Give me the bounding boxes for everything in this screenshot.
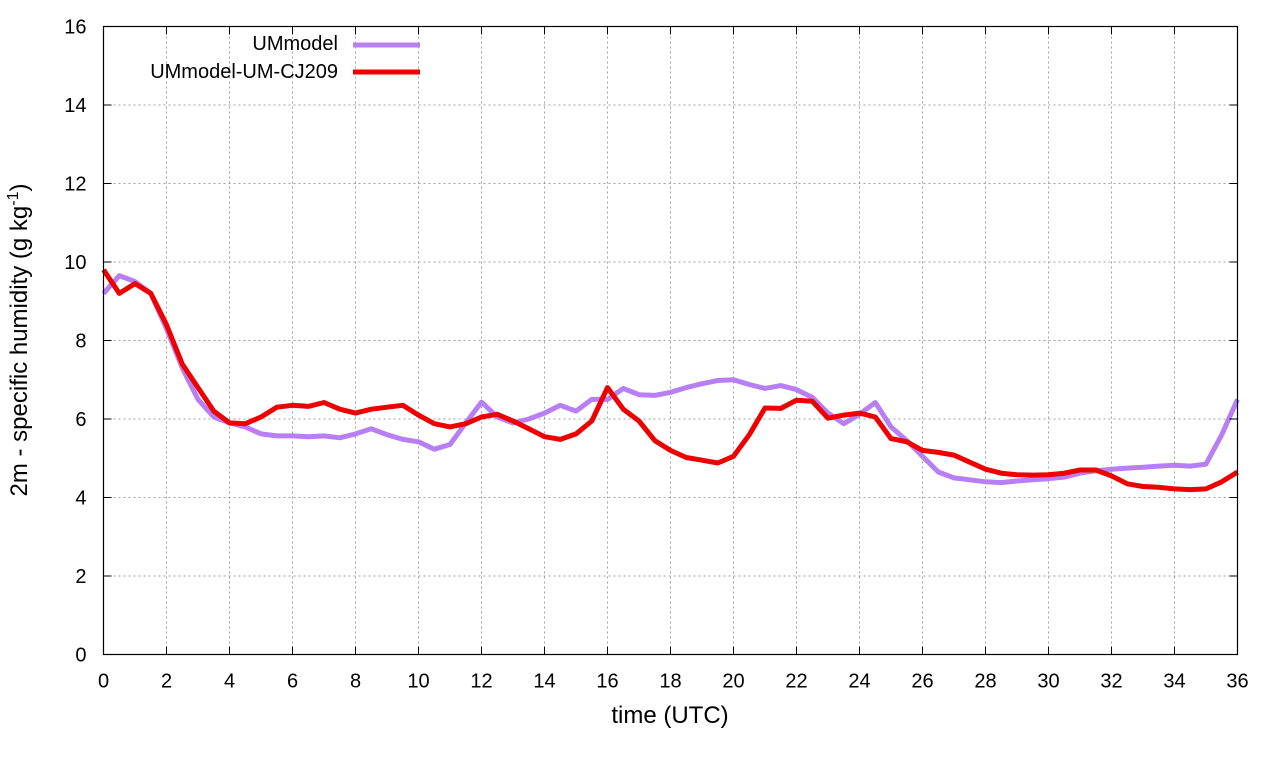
x-tick-label: 12 bbox=[470, 671, 492, 693]
y-tick-label: 8 bbox=[75, 331, 86, 353]
x-tick-label: 10 bbox=[407, 671, 429, 693]
x-tick-label: 28 bbox=[974, 671, 996, 693]
x-tick-label: 0 bbox=[98, 671, 109, 693]
x-tick-label: 18 bbox=[659, 671, 681, 693]
y-tick-labels: 0 2 4 6 8 10 12 14 16 bbox=[64, 17, 86, 667]
grid-lines bbox=[103, 26, 1238, 655]
legend-label-0: UMmodel bbox=[252, 33, 338, 55]
legend: UMmodel UMmodel-UM-CJ209 bbox=[150, 33, 420, 83]
legend-label-1: UMmodel-UM-CJ209 bbox=[150, 61, 338, 83]
x-tick-label: 32 bbox=[1100, 671, 1122, 693]
y-tick-label: 16 bbox=[64, 17, 86, 39]
series-line-1 bbox=[101, 268, 1239, 493]
x-axis-title: time (UTC) bbox=[611, 702, 728, 729]
y-tick-label: 4 bbox=[75, 488, 86, 510]
x-tick-label: 30 bbox=[1037, 671, 1059, 693]
x-tick-label: 16 bbox=[596, 671, 618, 693]
y-axis-title-main: 2m - specific humidity (g kg bbox=[6, 206, 33, 497]
x-tick-label: 4 bbox=[224, 671, 235, 693]
x-tick-label: 20 bbox=[722, 671, 744, 693]
y-tick-label: 14 bbox=[64, 95, 86, 117]
x-tick-label: 34 bbox=[1163, 671, 1185, 693]
x-tick-label: 6 bbox=[287, 671, 298, 693]
y-axis-title: 2m - specific humidity (g kg-1) bbox=[5, 184, 33, 497]
y-tick-label: 6 bbox=[75, 409, 86, 431]
y-tick-label: 12 bbox=[64, 174, 86, 196]
y-tick-label: 0 bbox=[75, 645, 86, 667]
x-tick-label: 36 bbox=[1226, 671, 1248, 693]
x-tick-label: 26 bbox=[911, 671, 933, 693]
x-tick-label: 2 bbox=[161, 671, 172, 693]
x-tick-label: 24 bbox=[848, 671, 870, 693]
x-tick-label: 8 bbox=[350, 671, 361, 693]
y-axis-title-end: ) bbox=[6, 184, 33, 192]
series-lines bbox=[101, 268, 1240, 493]
x-tick-labels: 0 2 4 6 8 10 12 14 16 18 20 22 24 26 28 30 32 34 36 bbox=[98, 671, 1249, 693]
y-tick-label: 10 bbox=[64, 252, 86, 274]
x-tick-label: 22 bbox=[785, 671, 807, 693]
y-tick-label: 2 bbox=[75, 566, 86, 588]
axis-ticks bbox=[103, 26, 1238, 655]
x-tick-label: 14 bbox=[533, 671, 555, 693]
series-line-0 bbox=[101, 273, 1240, 486]
y-axis-title-superscript: -1 bbox=[5, 191, 22, 205]
